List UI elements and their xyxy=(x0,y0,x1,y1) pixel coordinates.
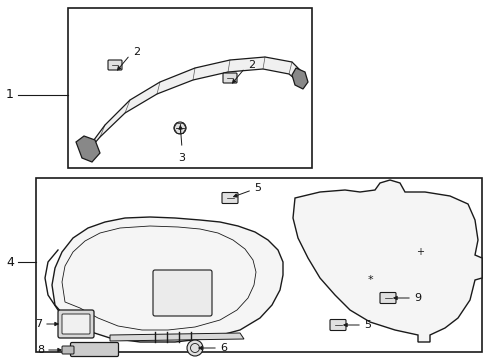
Text: 2: 2 xyxy=(133,47,140,57)
Circle shape xyxy=(186,340,203,356)
Text: 8: 8 xyxy=(37,345,44,355)
Text: +: + xyxy=(415,247,423,257)
Text: 3: 3 xyxy=(178,153,185,163)
FancyBboxPatch shape xyxy=(222,193,238,203)
Text: *: * xyxy=(366,275,372,285)
Text: 5: 5 xyxy=(253,183,261,193)
Circle shape xyxy=(174,122,185,134)
Polygon shape xyxy=(76,136,100,162)
Text: 5: 5 xyxy=(363,320,370,330)
Text: 9: 9 xyxy=(413,293,420,303)
FancyBboxPatch shape xyxy=(70,342,118,356)
FancyBboxPatch shape xyxy=(379,292,395,303)
FancyBboxPatch shape xyxy=(62,314,90,334)
FancyBboxPatch shape xyxy=(58,310,94,338)
Text: 2: 2 xyxy=(247,60,255,70)
Polygon shape xyxy=(110,333,244,341)
FancyBboxPatch shape xyxy=(223,73,237,83)
FancyBboxPatch shape xyxy=(62,346,74,354)
Polygon shape xyxy=(82,57,302,158)
Polygon shape xyxy=(292,180,481,342)
FancyBboxPatch shape xyxy=(329,320,346,330)
Text: 4: 4 xyxy=(6,256,14,269)
Bar xyxy=(68,8,311,168)
FancyBboxPatch shape xyxy=(108,60,122,70)
FancyBboxPatch shape xyxy=(153,270,212,316)
Text: 1: 1 xyxy=(6,89,14,102)
Bar xyxy=(36,178,481,352)
Polygon shape xyxy=(291,68,307,89)
Text: 6: 6 xyxy=(220,343,226,353)
Polygon shape xyxy=(52,217,283,342)
Text: 7: 7 xyxy=(35,319,42,329)
